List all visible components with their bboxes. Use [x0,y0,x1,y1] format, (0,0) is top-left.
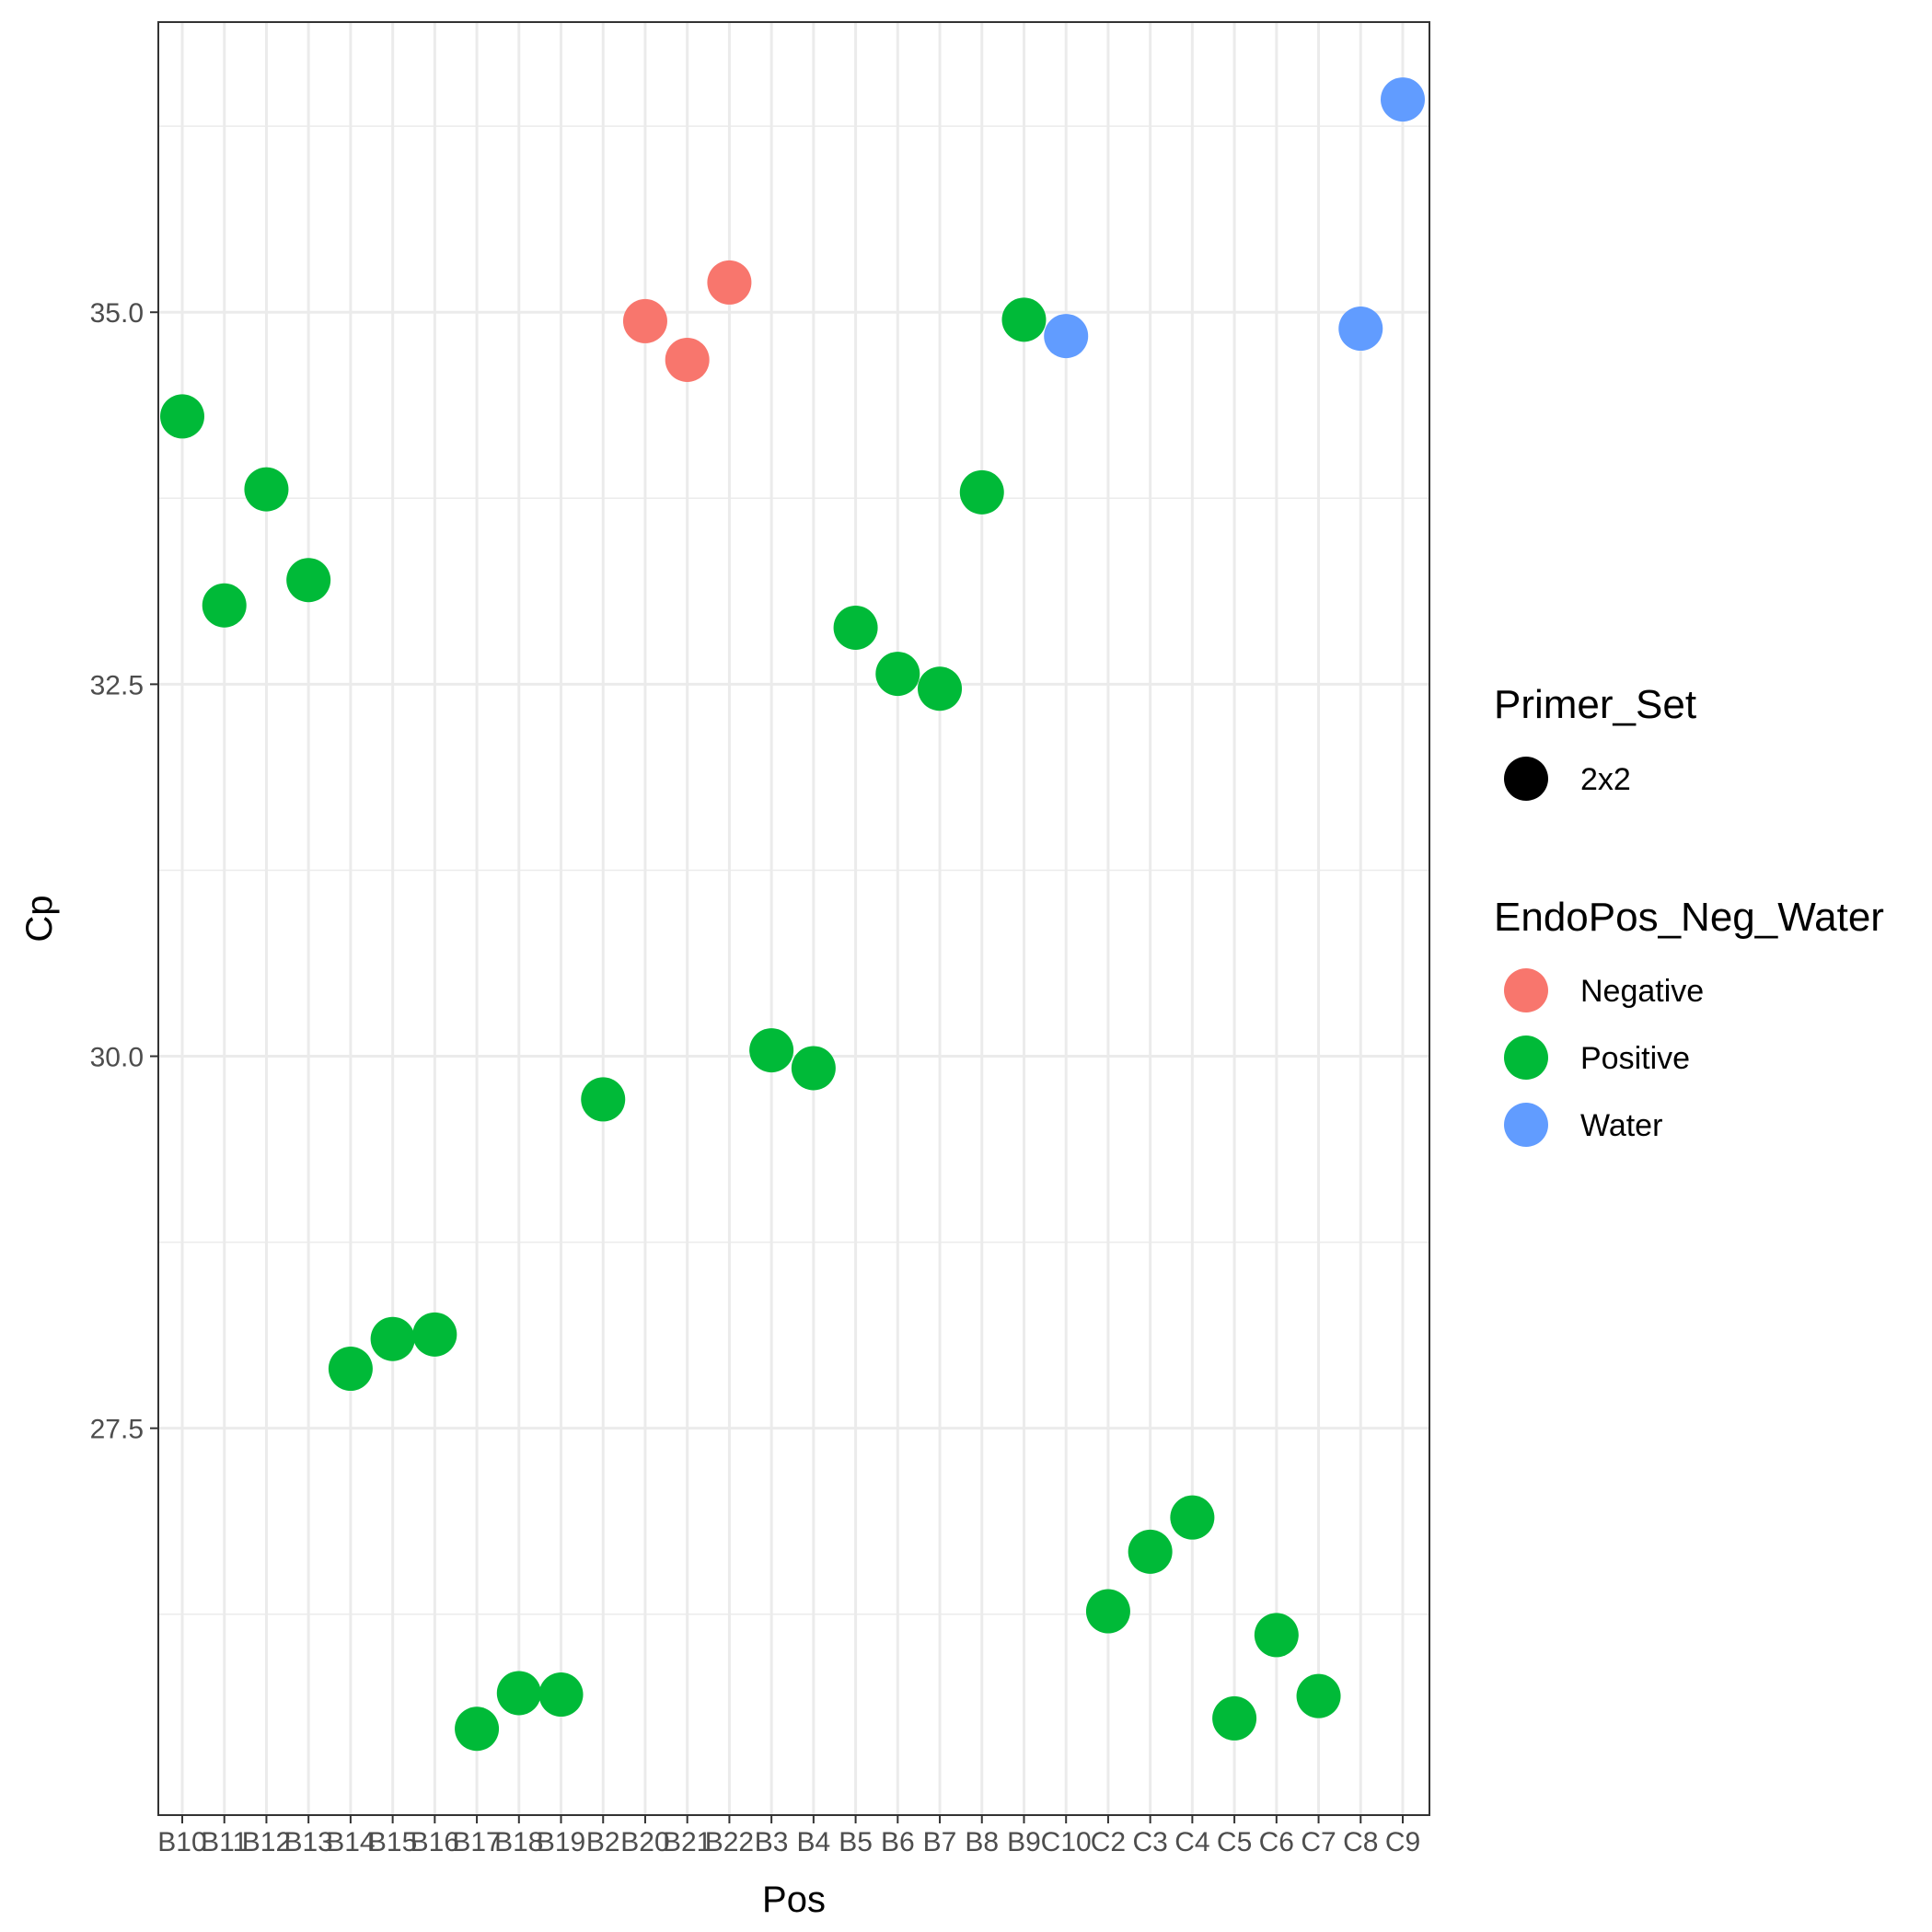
data-point-b19 [538,1672,584,1718]
legend: Primer_Set 2x2 EndoPos_Neg_Water Negativ… [1494,682,1884,1147]
minor-gridlines [158,125,1429,1615]
data-point-c2 [1085,1589,1130,1634]
x-tick-label: B9 [1007,1827,1041,1857]
y-axis-title: Cp [19,895,60,942]
data-point-b11 [202,583,247,628]
x-tick-label: B2 [586,1827,620,1857]
data-point-b13 [286,558,331,603]
x-tick-label: B19 [537,1827,585,1857]
legend-key-2x2 [1504,757,1548,801]
x-tick-label: C9 [1385,1827,1420,1857]
y-tick-label: 27.5 [90,1415,144,1445]
x-tick-label: B20 [620,1827,669,1857]
x-axis-title: Pos [762,1880,826,1920]
x-tick-label: C5 [1217,1827,1252,1857]
data-point-b4 [791,1046,836,1091]
data-point-b15 [370,1316,415,1361]
data-point-b22 [707,260,752,305]
x-tick-label: B21 [663,1827,711,1857]
data-point-c10 [1044,314,1089,359]
data-point-b8 [959,469,1004,515]
x-tick-label: B5 [839,1827,873,1857]
legend-label-water: Water [1580,1108,1662,1143]
x-tick-label: B6 [881,1827,915,1857]
data-point-c9 [1381,77,1425,122]
data-point-b21 [665,337,710,382]
plot-panel-border [157,21,1430,1816]
data-point-b16 [412,1312,457,1357]
legend-primer-set-items: 2x2 [1504,757,1631,801]
data-point-c8 [1338,307,1383,352]
data-point-b2 [581,1077,626,1122]
x-tick-label: B10 [157,1827,206,1857]
x-tick-label: C4 [1174,1827,1209,1857]
major-gridlines [158,22,1429,1815]
data-point-b5 [833,605,878,650]
x-tick-label: C10 [1041,1827,1092,1857]
legend-key-positive [1504,1035,1548,1080]
x-tick-label: B3 [755,1827,789,1857]
x-tick-label: B14 [326,1827,375,1857]
plot-panel [158,22,1429,1815]
data-point-b6 [875,652,920,697]
x-tick-label: B7 [923,1827,957,1857]
data-point-b12 [244,467,289,512]
x-tick-label: B17 [452,1827,501,1857]
x-tick-label: B16 [411,1827,459,1857]
legend-title-endopos: EndoPos_Neg_Water [1494,895,1884,940]
legend-label-positive: Positive [1580,1041,1690,1076]
legend-endopos-items: Negative Positive Water [1504,968,1704,1147]
legend-label-negative: Negative [1580,974,1704,1009]
x-tick-label: C7 [1301,1827,1336,1857]
y-tick-label: 32.5 [90,670,144,700]
data-point-b10 [160,394,204,439]
data-point-b3 [749,1028,794,1073]
data-point-b17 [455,1706,500,1752]
x-tick-label: C2 [1091,1827,1126,1857]
x-tick-label: B13 [283,1827,332,1857]
x-tick-label: B8 [965,1827,999,1857]
legend-label-2x2: 2x2 [1580,762,1631,797]
data-point-c7 [1296,1673,1341,1718]
data-point-c5 [1212,1695,1257,1741]
x-tick-label: B12 [242,1827,291,1857]
data-point-b14 [328,1347,373,1392]
x-tick-label: C8 [1343,1827,1378,1857]
y-tick-label: 30.0 [90,1043,144,1073]
data-point-b18 [496,1671,541,1716]
y-axis: 27.5 30.0 32.5 35.0 [90,298,158,1445]
data-point-b20 [622,298,667,343]
y-tick-label: 35.0 [90,298,144,329]
x-tick-label: B18 [494,1827,543,1857]
data-point-b7 [918,666,963,711]
x-tick-label: B15 [368,1827,417,1857]
legend-key-negative [1504,968,1548,1012]
x-tick-label: B22 [705,1827,754,1857]
legend-title-primer-set: Primer_Set [1494,682,1696,727]
data-point-c6 [1254,1613,1299,1658]
legend-key-water [1504,1103,1548,1147]
data-point-b9 [1001,297,1047,342]
data-point-c4 [1170,1495,1215,1540]
data-points [160,77,1425,1752]
x-tick-label: B4 [797,1827,831,1857]
data-point-c3 [1128,1529,1173,1574]
x-tick-label: B11 [201,1827,248,1857]
x-tick-label: C6 [1259,1827,1294,1857]
x-tick-label: C3 [1132,1827,1167,1857]
